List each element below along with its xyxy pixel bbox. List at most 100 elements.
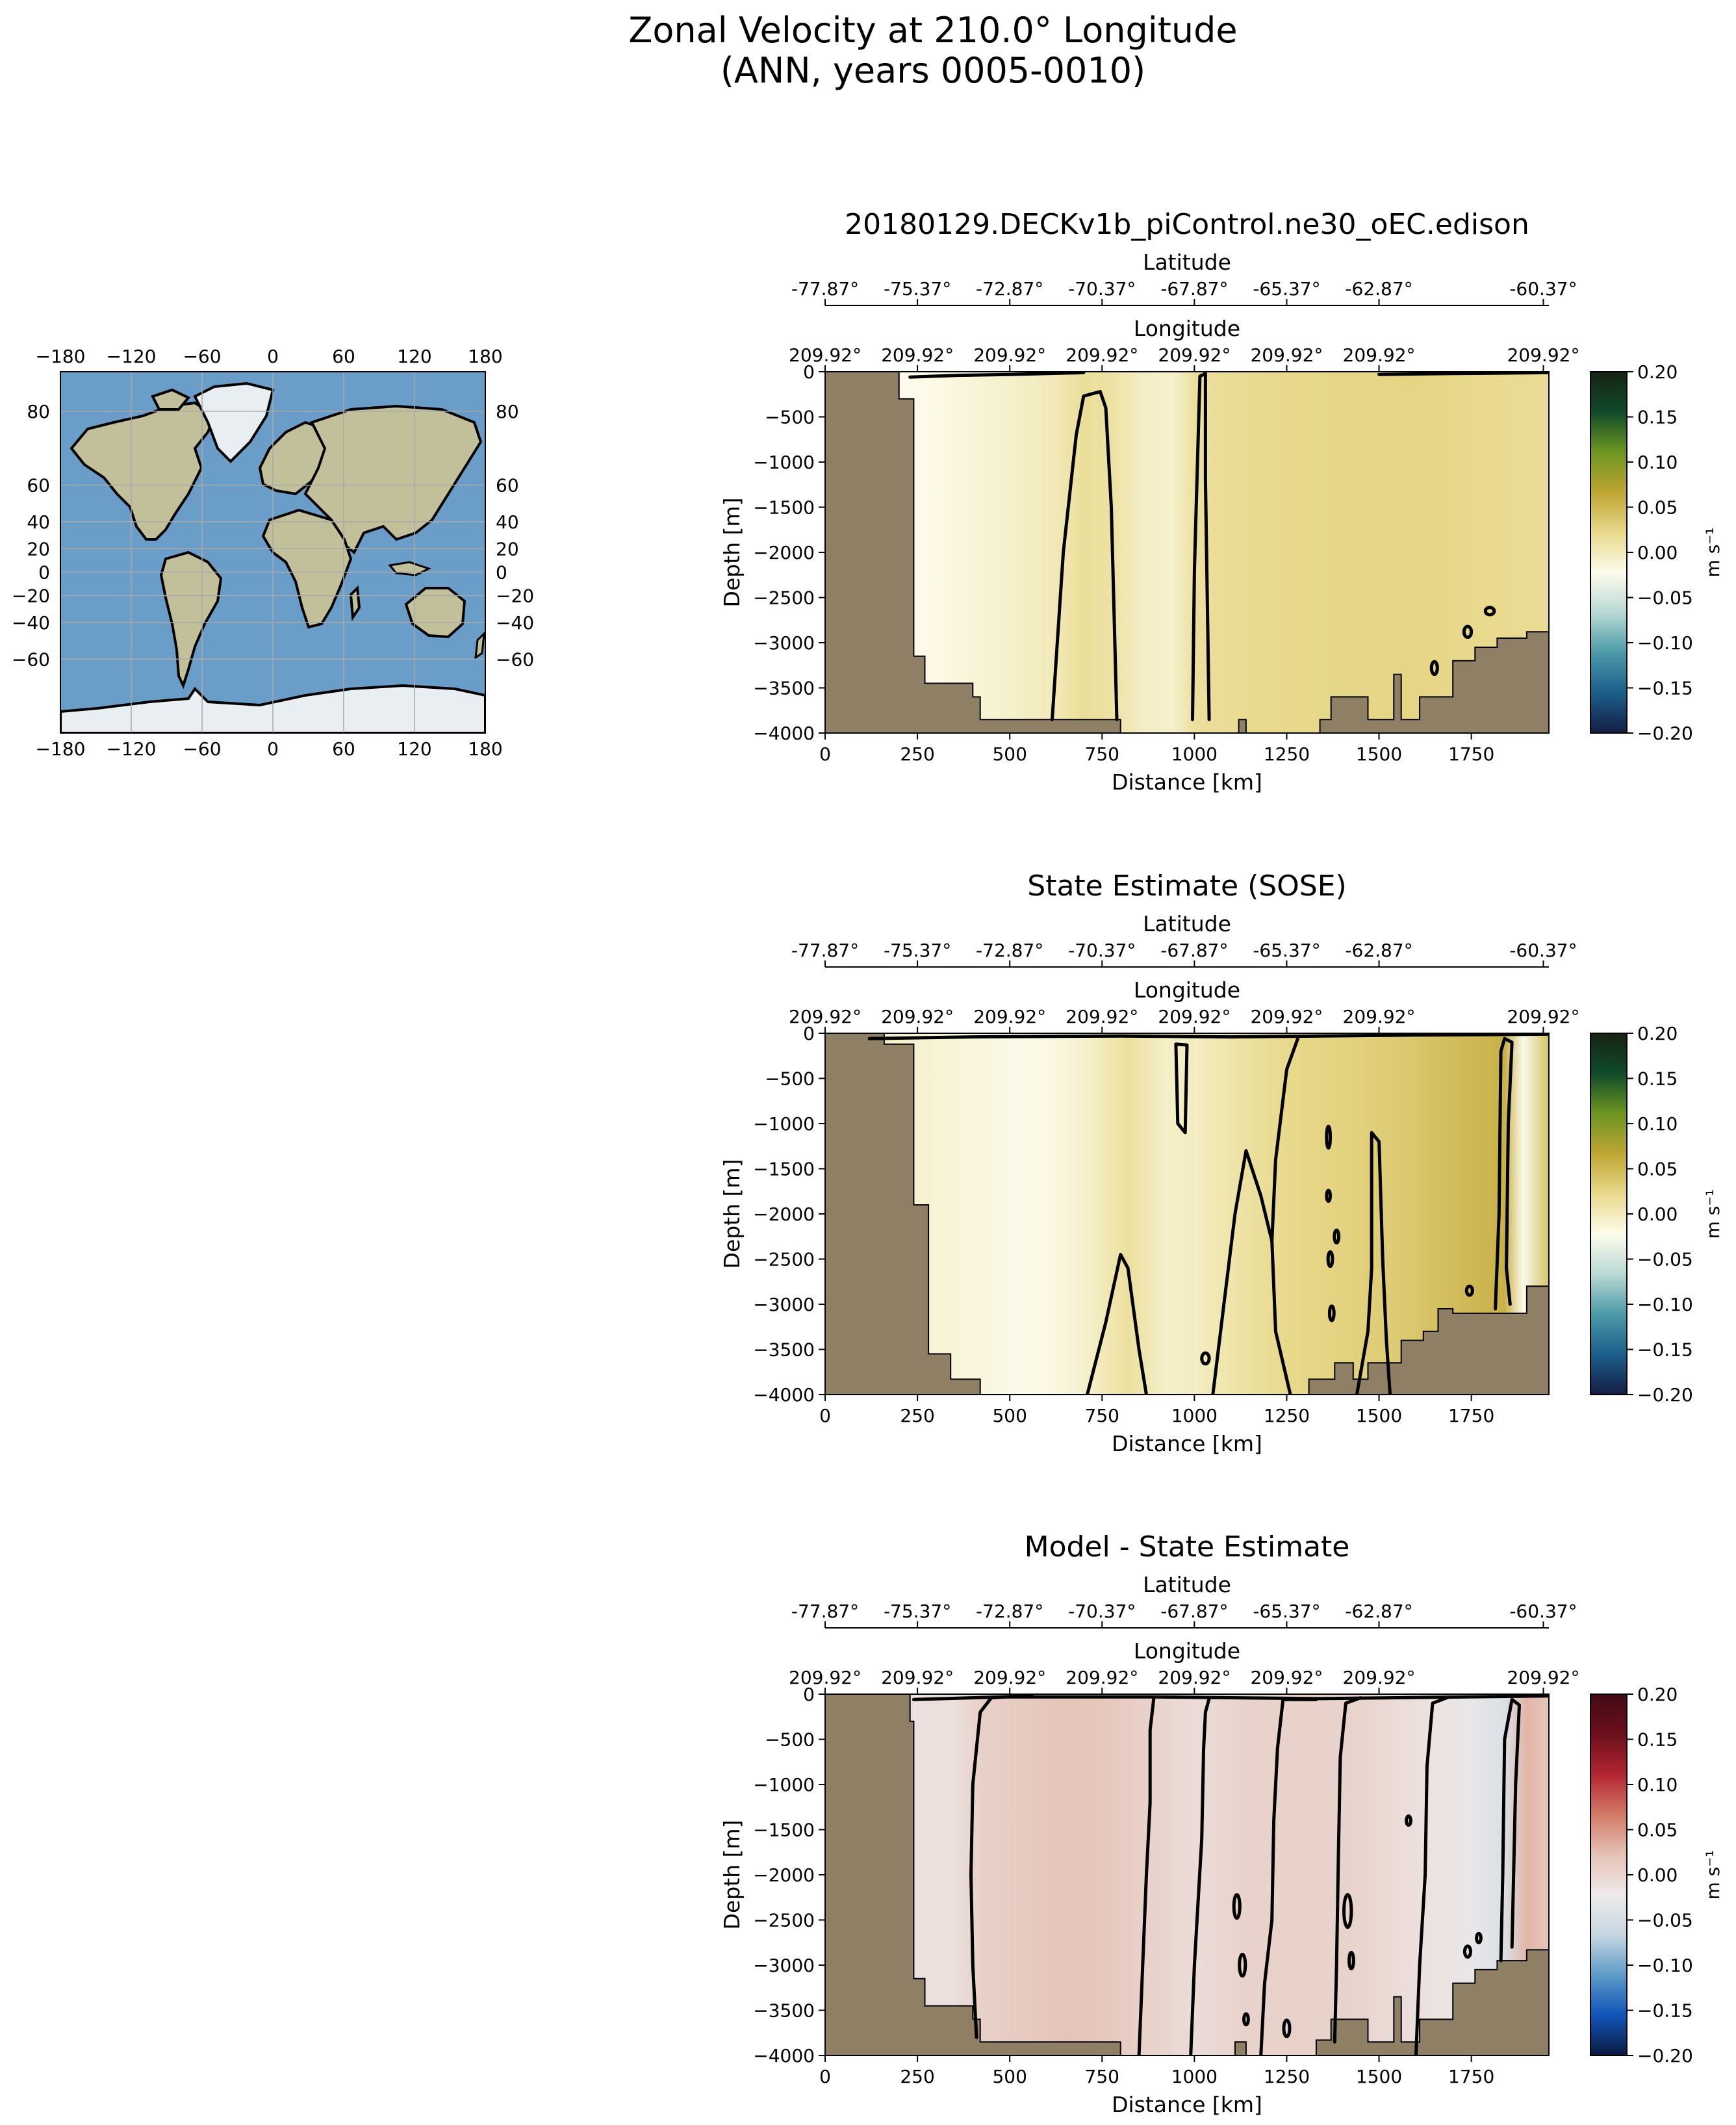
section-panel-1: 0 250 500 750 1000 1250 1500 1750 Distance [km] 0… <box>719 208 1724 795</box>
map-lon-tick-bottom: 0 <box>267 738 279 760</box>
map-lat-tick-right: −40 <box>496 612 534 634</box>
lon-tick-label: 209.92° <box>1066 1006 1138 1027</box>
y-tick-label: −500 <box>765 407 815 428</box>
lon-tick-label: 209.92° <box>1250 1006 1323 1027</box>
map-frame <box>60 371 486 734</box>
lon-tick-label: 209.92° <box>1066 1667 1138 1688</box>
zero-contour-line <box>1137 1697 1156 2055</box>
zero-contour-line <box>1189 1697 1211 2055</box>
zero-contour-loop <box>1483 606 1496 617</box>
map-lon-tick-bottom: −120 <box>107 738 157 760</box>
colorbar-tick-label: 0.15 <box>1637 407 1678 428</box>
y-axis-label: Depth [m] <box>719 1159 745 1269</box>
lon-tick-label: 209.92° <box>1343 1667 1416 1688</box>
lon-tick-label: 209.92° <box>881 1667 954 1688</box>
zero-contour-loop <box>1429 660 1439 676</box>
y-axis-label: Depth [m] <box>719 1820 745 1930</box>
y-tick-label: −3500 <box>753 1339 815 1361</box>
colorbar-tick-label: −0.15 <box>1637 2000 1693 2022</box>
map-lat-tick-right: −60 <box>496 649 534 670</box>
lon-axis-label: Longitude <box>1134 316 1240 341</box>
zero-contour-line <box>1086 1253 1148 1395</box>
zero-contour-loop <box>1242 2012 1250 2027</box>
colorbar-tick-label: −0.15 <box>1637 678 1693 699</box>
lon-tick-label: 209.92° <box>789 1006 862 1027</box>
lat-tick-label: -60.37° <box>1509 1601 1577 1622</box>
section-plot-area <box>825 1033 1549 1395</box>
x-tick-label: 500 <box>992 743 1027 765</box>
y-tick-label: 0 <box>803 1023 815 1044</box>
colorbar-tick-label: 0.00 <box>1637 542 1678 563</box>
zero-contour-loop <box>1475 1931 1483 1944</box>
lon-tick-label: 209.92° <box>973 344 1046 366</box>
map-lon-tick-bottom: −60 <box>183 738 221 760</box>
map-lat-tick-right: 20 <box>496 538 519 560</box>
lat-tick-label: -67.87° <box>1160 278 1228 300</box>
map-lat-tick-left: 80 <box>27 401 50 422</box>
bathymetry-land <box>825 372 1549 733</box>
lon-tick-label: 209.92° <box>1158 1006 1231 1027</box>
colorbar <box>1590 1033 1628 1395</box>
x-tick-label: 1500 <box>1356 1405 1402 1426</box>
colorbar-tick-label: 0.05 <box>1637 1820 1678 1841</box>
y-tick-label: −1000 <box>753 1774 815 1796</box>
lat-tick-label: -70.37° <box>1068 1601 1136 1622</box>
zero-contour-line <box>1377 372 1549 376</box>
x-tick-label: 1250 <box>1264 1405 1310 1426</box>
lat-axis-label: Latitude <box>1143 250 1231 275</box>
lat-tick-label: -75.37° <box>884 1601 951 1622</box>
map-lon-tick-top: −180 <box>36 346 86 367</box>
map-lat-tick-left: −20 <box>12 586 50 607</box>
y-tick-label: −2500 <box>753 587 815 609</box>
section-title: Model - State Estimate <box>1025 1530 1350 1564</box>
zero-contour-loop <box>1464 1284 1474 1297</box>
lon-tick-label: 209.92° <box>973 1667 1046 1688</box>
y-tick-label: −4000 <box>753 2045 815 2067</box>
x-tick-label: 750 <box>1085 1405 1119 1426</box>
lat-tick-label: -70.37° <box>1068 278 1136 300</box>
x-tick-label: 0 <box>819 743 831 765</box>
y-tick-label: −3000 <box>753 632 815 654</box>
y-tick-label: 0 <box>803 361 815 383</box>
y-tick-label: −3000 <box>753 1294 815 1315</box>
section-plot-area <box>825 372 1549 733</box>
y-tick-label: −2000 <box>753 1864 815 1886</box>
map-lon-tick-top: 60 <box>332 346 355 367</box>
map-land-australia <box>404 587 466 639</box>
y-tick-label: 0 <box>803 1684 815 1705</box>
lat-tick-label: -62.87° <box>1345 1601 1412 1622</box>
lat-tick-label: -67.87° <box>1160 940 1228 961</box>
x-tick-label: 1750 <box>1448 1405 1494 1426</box>
map-land-arctic-islands <box>151 388 191 411</box>
colorbar-tick-label: 0.10 <box>1637 452 1678 473</box>
colorbar-tick-label: 0.10 <box>1637 1774 1678 1796</box>
lat-tick-label: -75.37° <box>884 278 951 300</box>
x-axis-label: Distance [km] <box>1112 2092 1262 2117</box>
lat-axis-label: Latitude <box>1143 1572 1231 1597</box>
zero-contour-loop <box>1347 1951 1355 1971</box>
zero-contour-line <box>1211 1149 1292 1395</box>
lat-tick-label: -65.37° <box>1253 940 1320 961</box>
map-land-north-america <box>70 401 216 541</box>
zero-contour-loop <box>1325 1124 1333 1150</box>
bathymetry-land <box>825 1694 1549 2055</box>
lat-tick-label: -77.87° <box>791 940 859 961</box>
lon-tick-label: 209.92° <box>1158 1667 1231 1688</box>
map-land-new-zealand <box>474 630 485 660</box>
x-tick-label: 500 <box>992 1405 1027 1426</box>
zero-contour-loop <box>1342 1893 1353 1929</box>
lon-tick-label: 209.92° <box>1507 1667 1579 1688</box>
map-lon-tick-top: −120 <box>107 346 157 367</box>
zero-contour-loop <box>1326 1250 1334 1269</box>
colorbar-label: m s⁻¹ <box>1702 1189 1724 1239</box>
y-tick-label: −3500 <box>753 678 815 699</box>
lon-tick-label: 209.92° <box>973 1006 1046 1027</box>
zero-contour-line <box>1333 1696 1362 2044</box>
colorbar-tick-label: 0.15 <box>1637 1729 1678 1751</box>
colorbar-tick-label: 0.15 <box>1637 1068 1678 1090</box>
x-tick-label: 1250 <box>1264 2066 1310 2087</box>
lat-tick-label: -77.87° <box>791 1601 859 1622</box>
x-tick-label: 250 <box>900 1405 934 1426</box>
x-axis-label: Distance [km] <box>1112 769 1262 795</box>
colorbar-label: m s⁻¹ <box>1702 528 1724 578</box>
